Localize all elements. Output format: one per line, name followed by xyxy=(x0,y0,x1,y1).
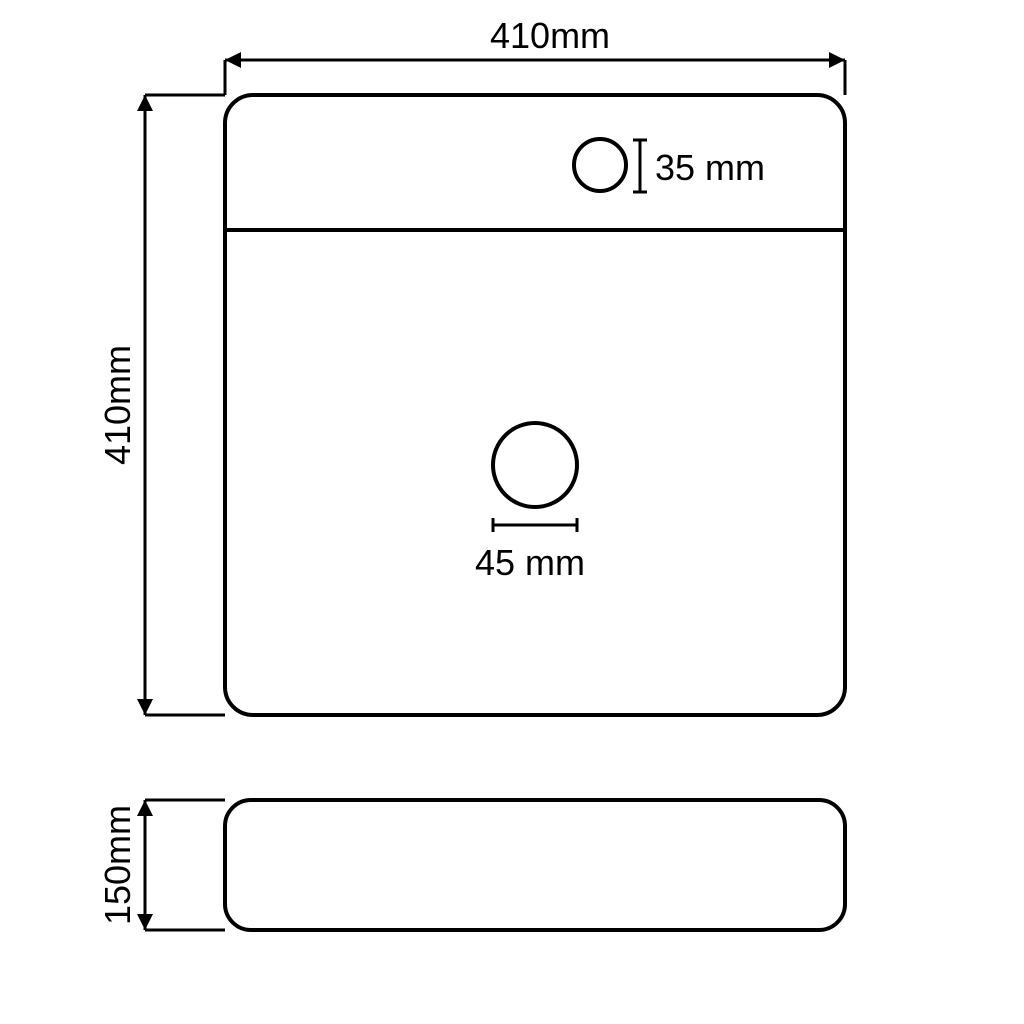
dim-depth-label: 150mm xyxy=(97,805,138,925)
side-view-outline xyxy=(225,800,845,930)
dim-height-label: 410mm xyxy=(97,345,138,465)
tap-hole xyxy=(574,139,626,191)
dim-drain-label: 45 mm xyxy=(475,542,585,583)
dim-width-label: 410mm xyxy=(490,15,610,56)
top-view-outline xyxy=(225,95,845,715)
dim-tap-label: 35 mm xyxy=(655,147,765,188)
drain-hole xyxy=(493,423,577,507)
